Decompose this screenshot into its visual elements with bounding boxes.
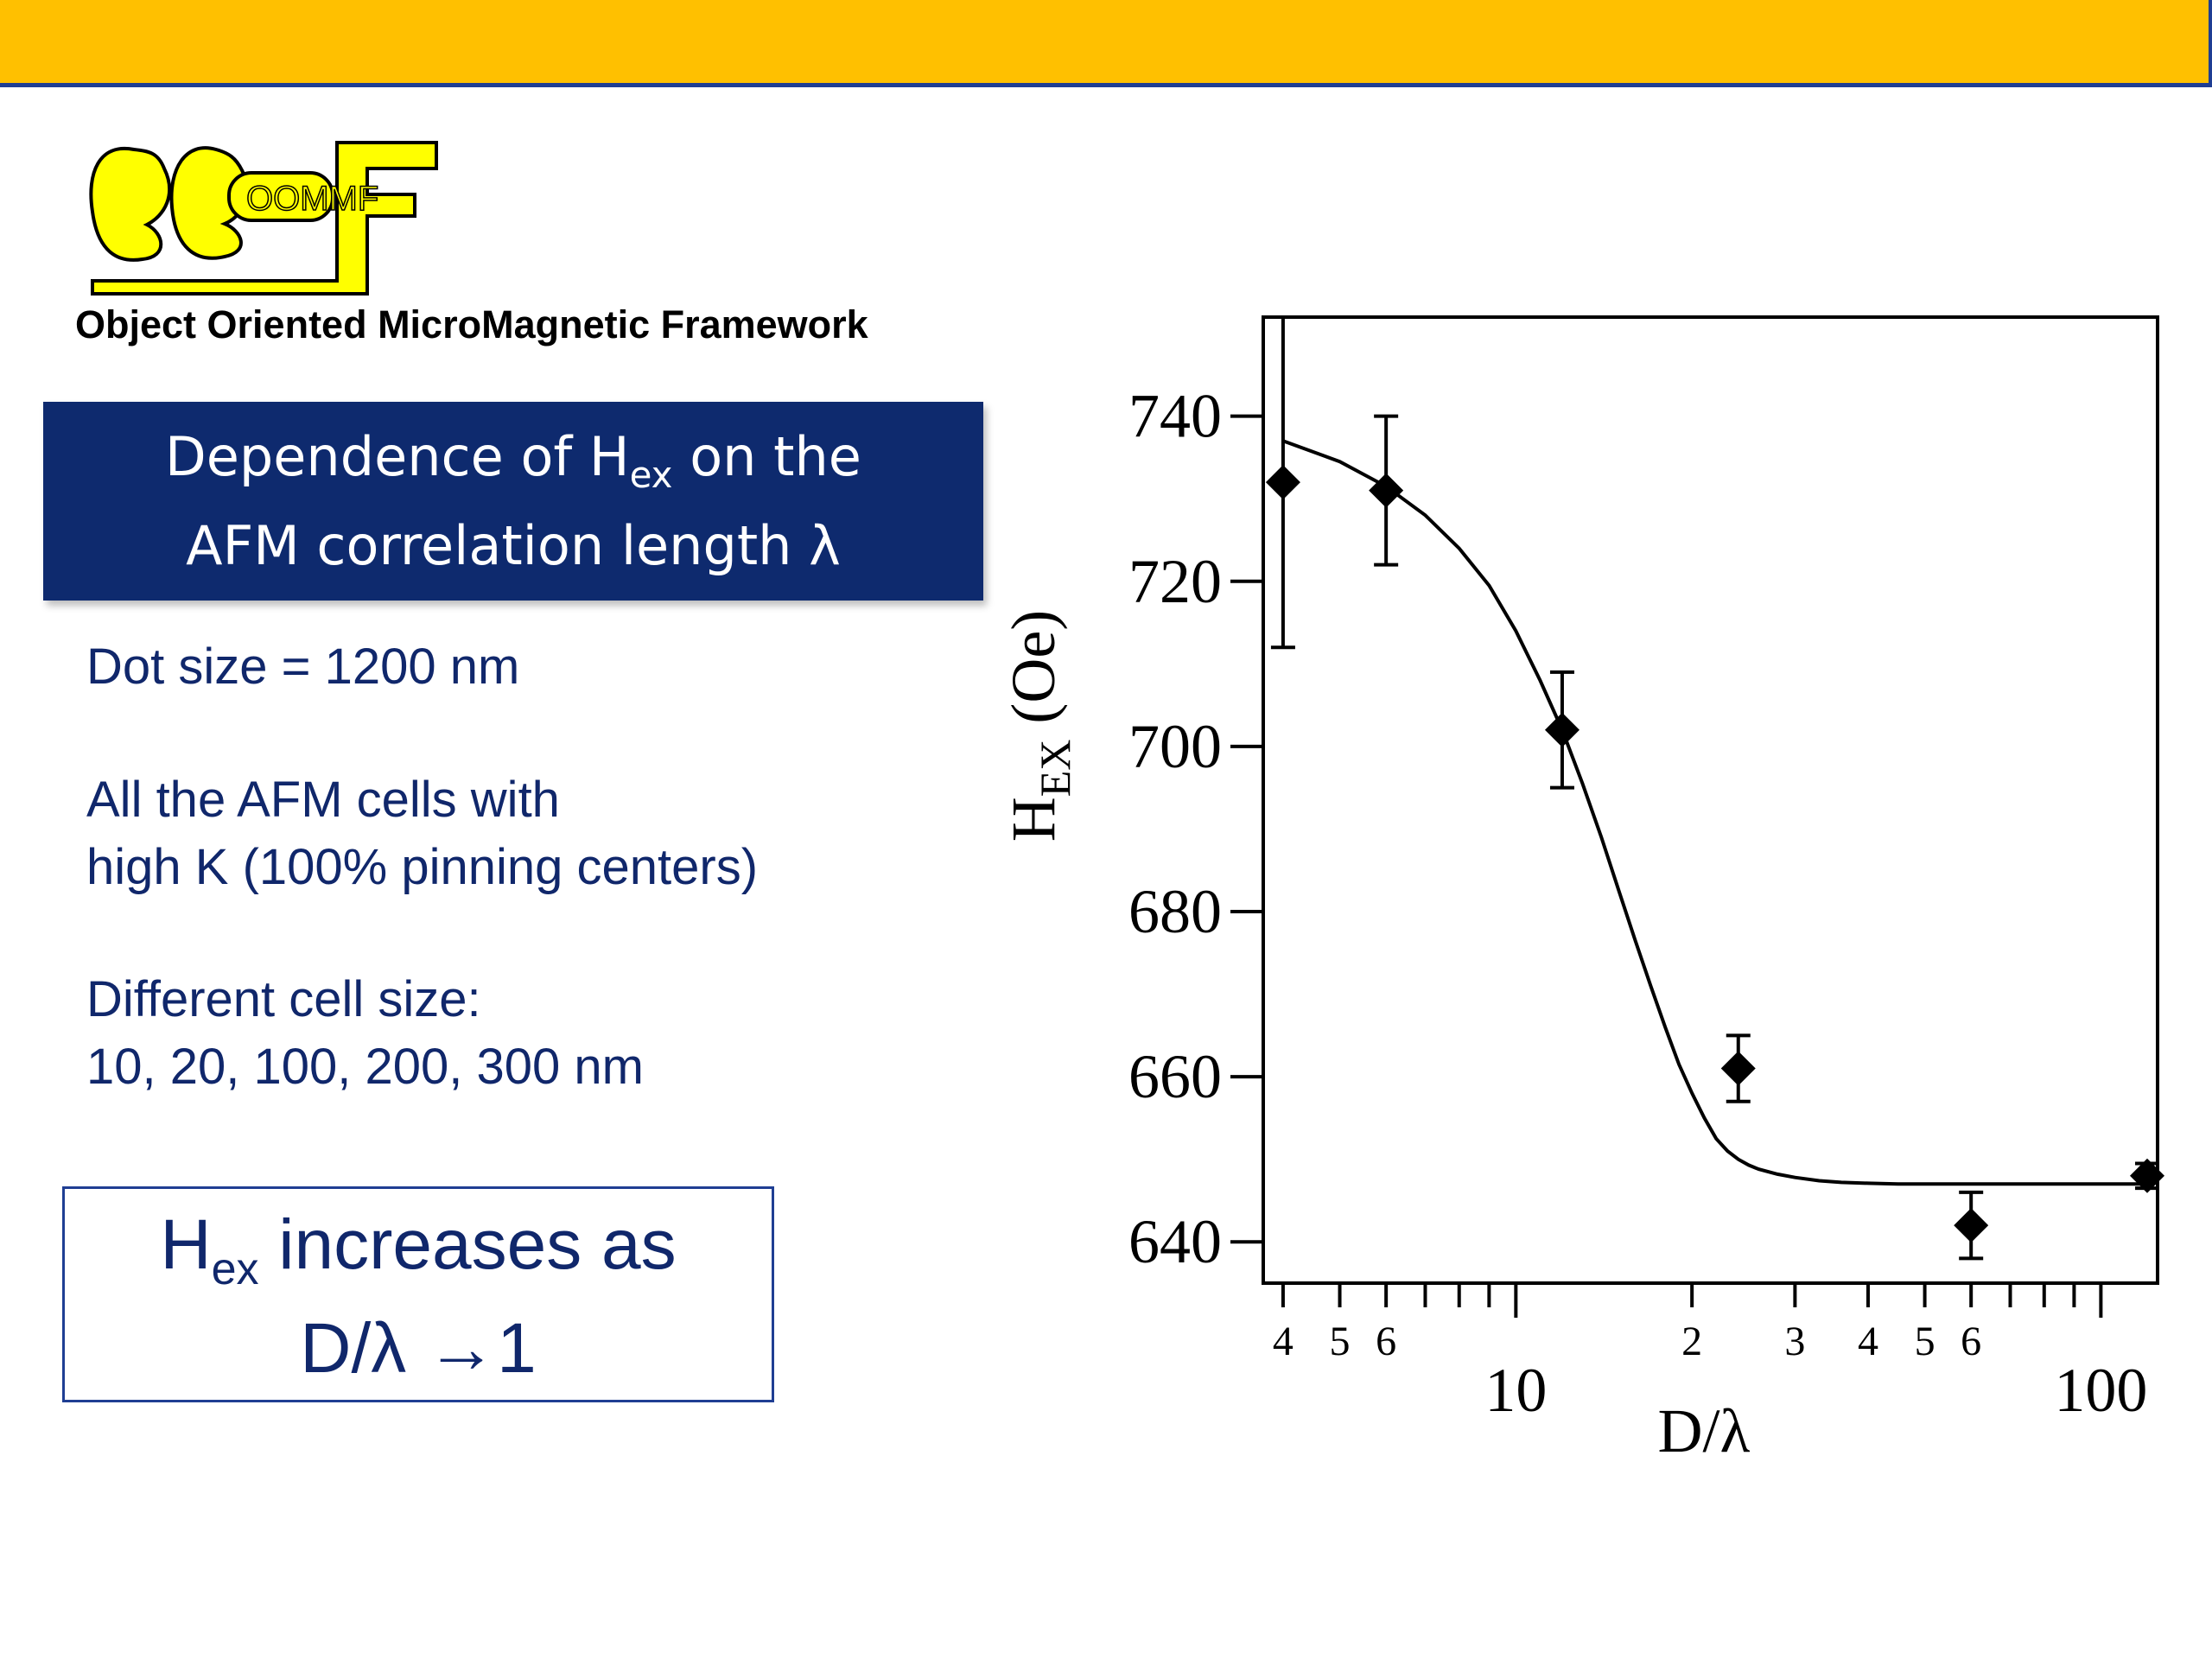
title-line-1: Dependence of Hex on the	[165, 425, 861, 496]
x-minor-tick-label: 3	[1784, 1319, 1805, 1364]
conclusion-line-2: D/λ →1	[300, 1309, 537, 1388]
conclusion-box: Hex increases as D/λ →1	[62, 1186, 774, 1402]
cells-text-line-2: high K (100% pinning centers)	[86, 839, 759, 895]
dot-size-text: Dot size = 1200 nm	[86, 639, 520, 695]
fit-curve	[1282, 439, 2147, 1186]
cells-text-line-1: All the AFM cells with	[86, 772, 560, 828]
data-point-diamond	[1265, 465, 1300, 500]
x-minor-tick-label: 5	[1330, 1319, 1351, 1364]
x-minor-tick-label: 4	[1273, 1319, 1294, 1364]
header-bar	[0, 0, 2212, 87]
x-major-tick-label: 100	[2054, 1356, 2147, 1425]
x-minor-tick-label: 4	[1858, 1319, 1878, 1364]
x-minor-tick-label: 5	[1915, 1319, 1936, 1364]
plot-frame	[1262, 315, 2159, 1285]
cell-size-text-line-1: Different cell size:	[86, 971, 481, 1027]
cell-size-text-line-2: 10, 20, 100, 200, 300 nm	[86, 1039, 644, 1095]
x-major-tick-label: 10	[1484, 1356, 1547, 1425]
y-tick-label: 700	[1128, 712, 1222, 781]
y-tick-label: 660	[1128, 1042, 1222, 1111]
data-point-diamond	[1954, 1208, 1989, 1243]
oommf-logo: OOMMF	[89, 141, 438, 296]
title-line-2: AFM correlation length λ	[186, 514, 841, 577]
x-minor-tick-label: 6	[1376, 1319, 1396, 1364]
data-point-diamond	[2129, 1158, 2164, 1193]
logo-text: OOMMF	[246, 180, 378, 218]
y-tick-label: 640	[1128, 1207, 1222, 1276]
logo-tagline: Object Oriented MicroMagnetic Framework	[75, 302, 868, 346]
data-point-diamond	[1720, 1051, 1756, 1086]
slide-title: Dependence of Hex on the AFM correlation…	[43, 402, 983, 601]
x-axis-title: D/λ	[1658, 1396, 1751, 1465]
y-axis-title: HEX (Oe)	[999, 610, 1079, 842]
y-tick-label: 720	[1128, 547, 1222, 616]
data-point-diamond	[1544, 712, 1580, 747]
y-tick-label: 680	[1128, 877, 1222, 946]
x-minor-tick-label: 6	[1961, 1319, 1981, 1364]
y-tick-label: 740	[1128, 382, 1222, 451]
x-minor-tick-label: 2	[1681, 1319, 1702, 1364]
conclusion-line-1: Hex increases as	[160, 1205, 677, 1294]
